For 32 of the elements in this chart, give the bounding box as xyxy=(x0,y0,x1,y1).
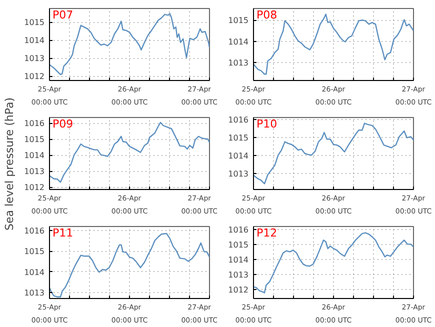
y-tick-label: 1013 xyxy=(228,58,248,68)
y-tick-label: 1013 xyxy=(228,270,248,280)
chart-title: P07 xyxy=(52,8,74,22)
chart-title: P11 xyxy=(52,226,74,240)
y-tick-label: 1014 xyxy=(24,268,44,277)
y-tick-label: 1015 xyxy=(24,247,44,256)
y-tick-label: 1014 xyxy=(228,37,248,46)
chart-title: P09 xyxy=(52,118,74,130)
y-tick-label: 1016 xyxy=(228,115,248,124)
chart-title: P10 xyxy=(256,118,278,130)
y-tick-label: 1012 xyxy=(228,286,248,294)
chart-title: P08 xyxy=(256,8,278,22)
y-tick-label: 1013 xyxy=(24,288,44,298)
y-tick-label: 1013 xyxy=(228,169,248,178)
y-tick-label: 1014 xyxy=(24,151,44,160)
y-tick-label: 1012 xyxy=(24,72,44,81)
y-tick-label: 1016 xyxy=(24,119,44,128)
y-tick-label: 1015 xyxy=(228,133,248,142)
y-tick-label: 1012 xyxy=(24,183,44,192)
y-tick-label: 1014 xyxy=(228,151,248,160)
y-tick-label: 1015 xyxy=(228,16,248,26)
y-tick-label: 1016 xyxy=(24,226,44,236)
y-tick-label: 1015 xyxy=(24,18,44,27)
y-tick-label: 1014 xyxy=(24,36,44,45)
y-tick-label: 1013 xyxy=(24,167,44,176)
y-tick-label: 1015 xyxy=(228,240,248,250)
y-axis-title: Sea level pressure (hPa) xyxy=(3,97,16,231)
y-tick-label: 1014 xyxy=(228,256,248,264)
y-tick-label: 1015 xyxy=(24,135,44,144)
y-tick-label: 1013 xyxy=(24,54,44,63)
y-tick-label: 1016 xyxy=(228,226,248,234)
chart-title: P12 xyxy=(256,226,278,240)
